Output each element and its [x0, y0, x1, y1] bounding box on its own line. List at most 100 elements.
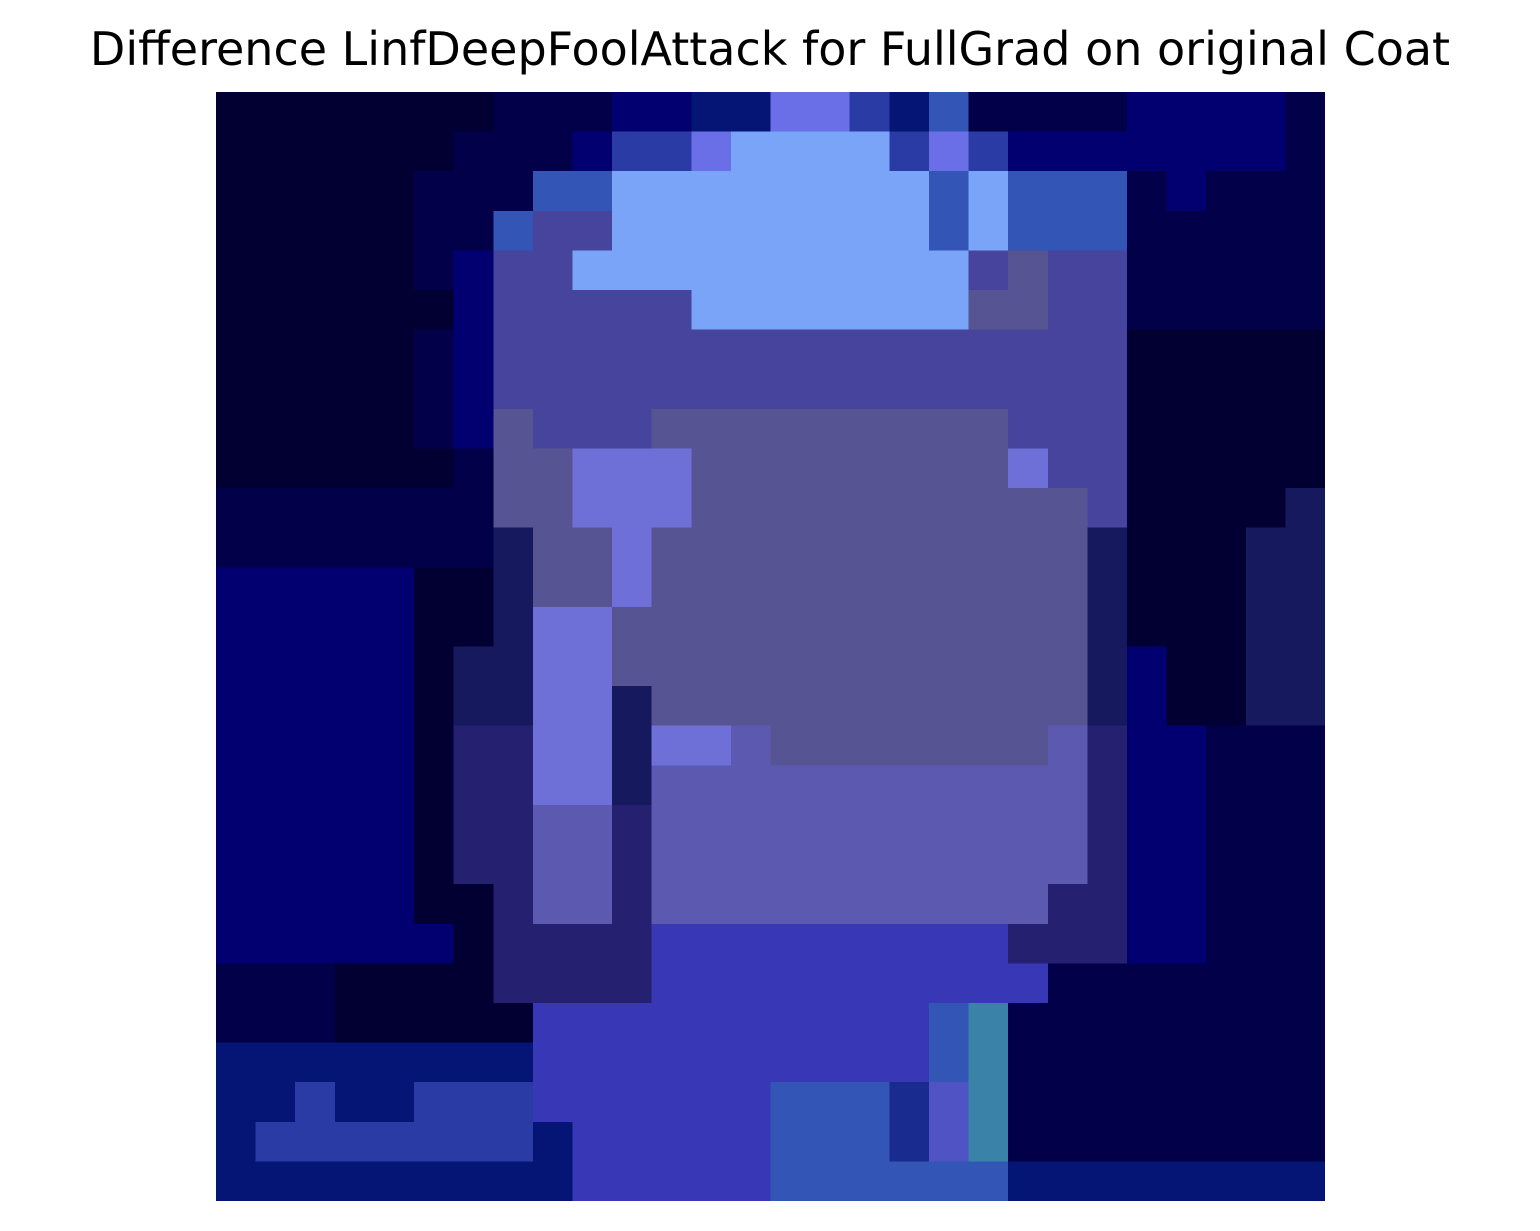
heatmap-cell [770, 606, 811, 648]
heatmap-cell [928, 527, 970, 568]
heatmap-cell [1166, 1002, 1207, 1044]
heatmap-cell [532, 1002, 574, 1044]
heatmap-cell [295, 686, 336, 727]
heatmap-cell [295, 131, 336, 172]
heatmap-cell [1047, 686, 1088, 727]
heatmap-cell [691, 963, 732, 1004]
heatmap-cell [414, 290, 455, 331]
heatmap-cell [770, 131, 811, 172]
heatmap-cell [810, 606, 851, 648]
heatmap-cell [1047, 369, 1088, 410]
heatmap-cell [1206, 131, 1247, 172]
heatmap-cell [453, 1002, 494, 1044]
heatmap-cell [1126, 250, 1168, 291]
heatmap-cell [651, 290, 692, 331]
heatmap-cell [691, 92, 732, 133]
heatmap-cell [374, 1002, 415, 1044]
heatmap-cell [889, 408, 930, 450]
heatmap-cell [1206, 92, 1247, 133]
heatmap-cell [770, 171, 811, 212]
heatmap-cell [1245, 765, 1286, 806]
heatmap-cell [1047, 1082, 1088, 1123]
heatmap-cell [1166, 131, 1207, 172]
heatmap-cell [810, 131, 851, 172]
heatmap-cell [928, 963, 970, 1004]
heatmap-cell [334, 1042, 376, 1083]
heatmap-cell [255, 171, 296, 212]
heatmap-cell [493, 171, 534, 212]
heatmap-cell [1047, 329, 1088, 370]
heatmap-cell [968, 250, 1009, 291]
heatmap-cell [651, 567, 692, 608]
heatmap-cell [730, 765, 772, 806]
heatmap-cell [532, 171, 574, 212]
heatmap-cell [1166, 725, 1207, 766]
heatmap-cell [849, 92, 890, 133]
heatmap-cell [1206, 1161, 1247, 1201]
heatmap-cell [770, 844, 811, 885]
heatmap-cell [1047, 765, 1088, 806]
heatmap-cell [1285, 92, 1325, 133]
heatmap-cell [968, 1082, 1009, 1123]
heatmap-cell [651, 765, 692, 806]
heatmap-cell [1126, 923, 1168, 964]
heatmap-cell [1087, 963, 1128, 1004]
heatmap-cell [1245, 131, 1286, 172]
heatmap-cell [374, 963, 415, 1004]
heatmap-cell [295, 884, 336, 925]
heatmap-cell [770, 646, 811, 687]
heatmap-cell [1126, 1121, 1168, 1162]
heatmap-cell [730, 408, 772, 450]
heatmap-cell [216, 527, 257, 568]
heatmap-cell [810, 171, 851, 212]
heatmap-cell [414, 408, 455, 450]
heatmap-cell [1087, 804, 1128, 846]
heatmap-cell [730, 725, 772, 766]
heatmap-cell [968, 646, 1009, 687]
heatmap-cell [1047, 1042, 1088, 1083]
heatmap-cell [849, 646, 890, 687]
heatmap-cell [691, 1121, 732, 1162]
heatmap-cell [1166, 884, 1207, 925]
heatmap-cell [770, 488, 811, 529]
heatmap-cell [1087, 369, 1128, 410]
heatmap-cell [1047, 884, 1088, 925]
heatmap-cell [572, 567, 613, 608]
heatmap-cell [889, 250, 930, 291]
heatmap-cell [532, 1161, 574, 1201]
heatmap-cell [612, 567, 653, 608]
heatmap-cell [414, 329, 455, 370]
heatmap-cell [453, 527, 494, 568]
heatmap-cell [255, 963, 296, 1004]
heatmap-cell [612, 527, 653, 568]
heatmap-cell [849, 408, 890, 450]
heatmap-cell [1245, 1121, 1286, 1162]
heatmap-cell [1008, 765, 1049, 806]
heatmap-cell [532, 884, 574, 925]
heatmap-cell [849, 171, 890, 212]
heatmap-cell [1008, 527, 1049, 568]
heatmap-cell [928, 210, 970, 252]
heatmap-cell [1285, 290, 1325, 331]
heatmap-cell [374, 567, 415, 608]
heatmap-cell [493, 884, 534, 925]
heatmap-cell [810, 1121, 851, 1162]
heatmap-cell [1285, 527, 1325, 568]
heatmap-cell [414, 963, 455, 1004]
heatmap-cell [1166, 1161, 1207, 1201]
heatmap-cell [770, 686, 811, 727]
heatmap-cell [1285, 250, 1325, 291]
heatmap-cell [730, 329, 772, 370]
heatmap-cell [1087, 527, 1128, 568]
heatmap-cell [928, 408, 970, 450]
heatmap-cell [651, 488, 692, 529]
heatmap-cell [810, 1082, 851, 1123]
heatmap-cell [1166, 686, 1207, 727]
heatmap-cell [889, 488, 930, 529]
heatmap-cell [612, 488, 653, 529]
heatmap-cell [1008, 686, 1049, 727]
heatmap-cell [1008, 1042, 1049, 1083]
heatmap-cell [1008, 131, 1049, 172]
heatmap-cell [889, 369, 930, 410]
heatmap-cell [255, 92, 296, 133]
